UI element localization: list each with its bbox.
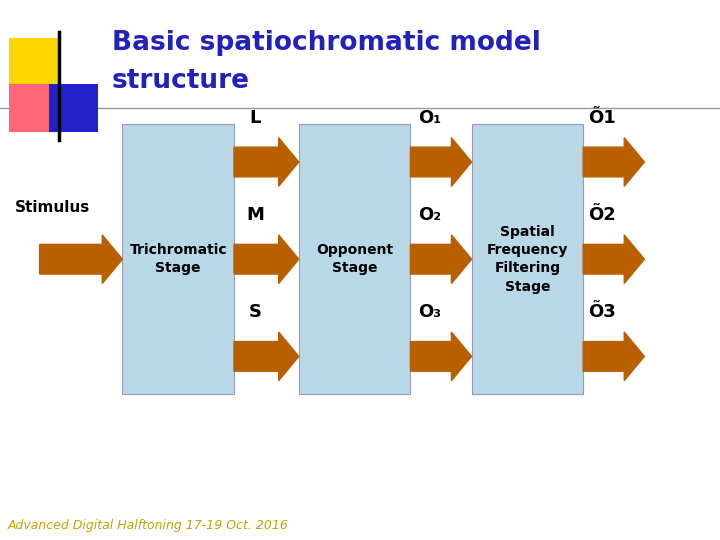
- Polygon shape: [410, 332, 472, 381]
- Text: Basic spatiochromatic model: Basic spatiochromatic model: [112, 30, 541, 56]
- Polygon shape: [40, 235, 122, 284]
- Polygon shape: [583, 332, 644, 381]
- Text: Õ3: Õ3: [588, 303, 616, 321]
- Text: structure: structure: [112, 68, 250, 93]
- Text: O₃: O₃: [418, 303, 441, 321]
- Bar: [9, 38, 58, 89]
- Text: Opponent
Stage: Opponent Stage: [316, 243, 393, 275]
- Text: O₂: O₂: [418, 206, 441, 224]
- Text: O₁: O₁: [418, 109, 441, 127]
- Polygon shape: [583, 138, 644, 186]
- Text: Õ2: Õ2: [588, 206, 616, 224]
- Bar: [299, 124, 410, 394]
- Text: Spatial
Frequency
Filtering
Stage: Spatial Frequency Filtering Stage: [487, 225, 568, 294]
- Text: Advanced Digital Halftoning 17-19 Oct. 2016: Advanced Digital Halftoning 17-19 Oct. 2…: [7, 519, 288, 532]
- Polygon shape: [234, 332, 299, 381]
- Polygon shape: [410, 235, 472, 284]
- Text: Stimulus: Stimulus: [14, 200, 90, 215]
- Polygon shape: [234, 138, 299, 186]
- Polygon shape: [583, 235, 644, 284]
- Text: L: L: [249, 109, 261, 127]
- Text: S: S: [248, 303, 261, 321]
- Text: M: M: [246, 206, 264, 224]
- Bar: [49, 84, 98, 132]
- Text: Õ1: Õ1: [588, 109, 616, 127]
- Text: Trichromatic
Stage: Trichromatic Stage: [130, 243, 227, 275]
- Bar: [472, 124, 583, 394]
- Bar: [9, 84, 58, 132]
- Bar: [122, 124, 234, 394]
- Polygon shape: [410, 138, 472, 186]
- Polygon shape: [234, 235, 299, 284]
